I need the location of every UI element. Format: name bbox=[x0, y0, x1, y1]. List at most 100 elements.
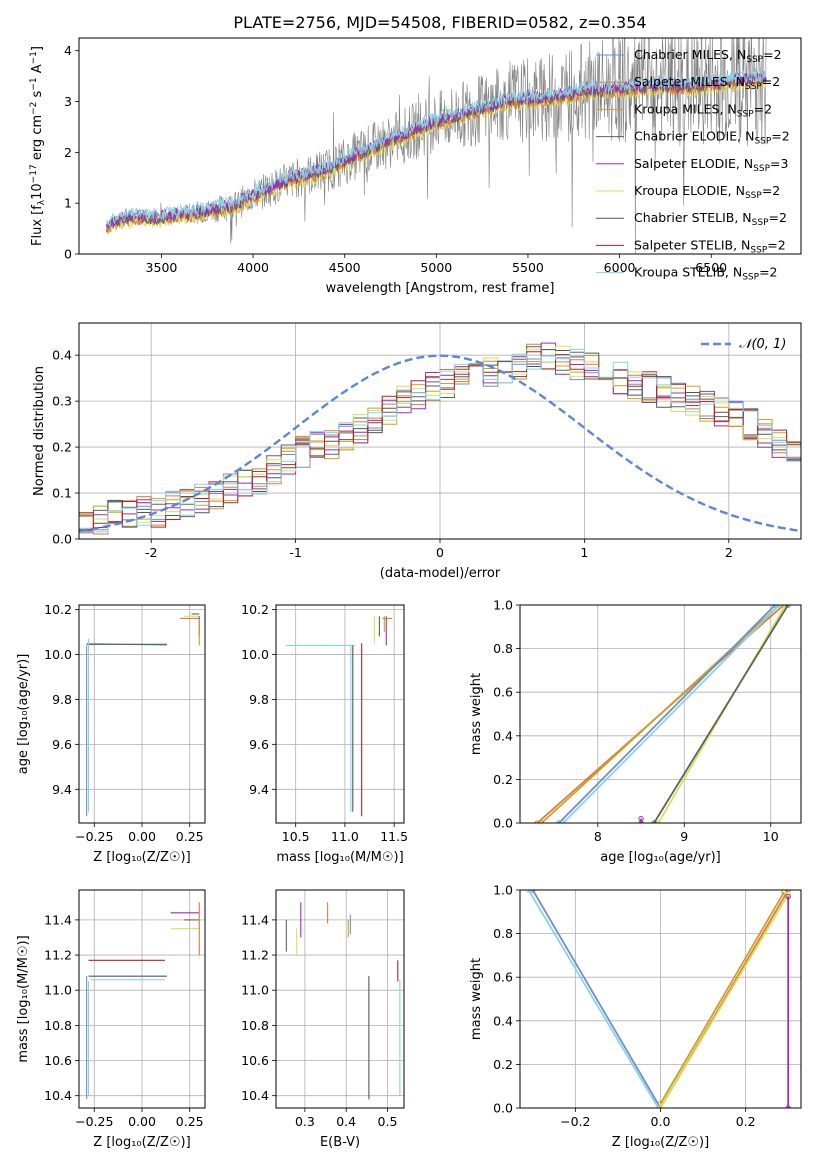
mass-age-ytick-label: 9.8 bbox=[249, 692, 269, 707]
residuals-xtick-label: 2 bbox=[725, 545, 733, 560]
residuals-ytick-label: 0.4 bbox=[52, 348, 72, 363]
plots-layer: 3500 4000 4500 5000 5500 6000 6500 0 1 2 3 4 wavelen… bbox=[16, 37, 802, 1150]
ssp-marker bbox=[785, 605, 791, 608]
ebv-mass-ytick-label: 11.2 bbox=[241, 948, 269, 963]
histogram-step bbox=[79, 351, 801, 539]
residuals-ytick-label: 0.0 bbox=[52, 532, 72, 547]
age-weight-ytick-label: 0.2 bbox=[493, 772, 513, 787]
age-weight-axes: 8 9 10 0.0 0.2 0.4 0.6 0.8 1.0 age [log₁₀(age/yr)… bbox=[469, 598, 802, 865]
legend-entry: Kroupa STELIB, NSSP=2 bbox=[634, 265, 778, 283]
ebv-mass-ytick-label: 10.6 bbox=[241, 1053, 269, 1068]
ebv-mass-ytick-label: 10.4 bbox=[241, 1088, 269, 1103]
z-weight-ytick-label: 0.8 bbox=[493, 926, 513, 941]
spectrum-xlabel: wavelength [Angstrom, rest frame] bbox=[326, 281, 555, 296]
z-weight-ytick-label: 0.2 bbox=[493, 1057, 513, 1072]
spectrum-plot-area bbox=[106, 38, 767, 254]
age-weight-ytick-label: 0.4 bbox=[493, 728, 513, 743]
z-age-ylabel: age [log₁₀(age/yr)] bbox=[16, 654, 31, 775]
histogram-step bbox=[79, 349, 801, 539]
age-weight-xtick-label: 10 bbox=[763, 829, 779, 844]
z-mass-ytick-label: 11.4 bbox=[44, 912, 72, 927]
histogram-step bbox=[79, 357, 801, 539]
mass-age-frame bbox=[275, 604, 405, 824]
ebv-mass-frame bbox=[275, 889, 405, 1109]
z-weight-plot-area bbox=[520, 890, 801, 1108]
z-mass-ytick-label: 11.2 bbox=[44, 948, 72, 963]
z-age-frame bbox=[78, 604, 206, 824]
spectrum-ytick-label: 0 bbox=[64, 247, 72, 262]
ssp-marker bbox=[781, 890, 787, 895]
z-weight-ytick-label: 0.0 bbox=[493, 1101, 513, 1116]
figure-title: PLATE=2756, MJD=54508, FIBERID=0582, z=0… bbox=[233, 13, 646, 32]
ebv-mass-plot-area bbox=[276, 890, 404, 1108]
spectrum-frame bbox=[78, 37, 802, 255]
age-weight-xtick-label: 9 bbox=[680, 829, 688, 844]
ssp-marker bbox=[655, 1105, 662, 1108]
residuals-ytick-label: 0.2 bbox=[52, 440, 72, 455]
ssp-marker bbox=[638, 815, 644, 822]
mass-age-plot-area bbox=[276, 605, 404, 823]
ssp-marker bbox=[785, 1105, 791, 1108]
residuals-xtick-label: 0 bbox=[436, 545, 444, 560]
ssp-marker bbox=[782, 605, 789, 608]
age-weight-ytick-label: 0.8 bbox=[493, 641, 513, 656]
legend-entry: Chabrier MILES, NSSP=2 bbox=[634, 47, 782, 65]
z-weight-ytick-label: 0.6 bbox=[493, 970, 513, 985]
ssp-segment bbox=[531, 890, 662, 1108]
z-mass-xtick-label: −0.25 bbox=[75, 1114, 113, 1129]
z-age-xtick-label: 0.25 bbox=[176, 829, 204, 844]
z-mass-ytick-label: 10.6 bbox=[44, 1053, 72, 1068]
ebv-mass-xtick-label: 0.3 bbox=[295, 1114, 315, 1129]
z-mass-xtick-label: 0.00 bbox=[128, 1114, 156, 1129]
spectrum-xtick-label: 4000 bbox=[237, 260, 269, 275]
ssp-segment bbox=[659, 893, 789, 1108]
z-mass-ytick-label: 10.4 bbox=[44, 1088, 72, 1103]
ebv-mass-ytick-label: 11.0 bbox=[241, 983, 269, 998]
z-age-xtick-label: −0.25 bbox=[75, 829, 113, 844]
legend-entry: Chabrier STELIB, NSSP=2 bbox=[634, 210, 787, 228]
ssp-marker bbox=[525, 890, 532, 893]
mass-age-axes: 10.5 11.0 11.5 9.4 9.6 9.8 10.0 10.2 mass [log₁₀… bbox=[241, 602, 408, 865]
z-mass-frame bbox=[78, 889, 206, 1109]
residuals-ytick-label: 0.3 bbox=[52, 394, 72, 409]
ssp-marker bbox=[530, 890, 536, 893]
mass-age-ytick-label: 9.6 bbox=[249, 737, 269, 752]
z-age-ytick-label: 10.0 bbox=[44, 647, 72, 662]
age-weight-ytick-label: 0.0 bbox=[493, 816, 513, 831]
z-age-plot-area bbox=[79, 605, 205, 823]
spectrum-model-line bbox=[106, 68, 767, 228]
spectrum-xtick-label: 6000 bbox=[604, 260, 636, 275]
mass-age-xtick-label: 10.5 bbox=[282, 829, 310, 844]
ebv-mass-xtick-label: 0.4 bbox=[336, 1114, 356, 1129]
ssp-segment bbox=[653, 605, 789, 823]
ebv-mass-xlabel: E(B-V) bbox=[320, 1135, 360, 1150]
z-weight-xtick-label: 0.2 bbox=[736, 1114, 756, 1129]
residuals-plot-area bbox=[79, 323, 801, 539]
z-weight-xtick-label: −0.2 bbox=[560, 1114, 590, 1129]
legend-entry: Salpeter MILES, NSSP=2 bbox=[634, 74, 780, 92]
age-weight-xtick-label: 8 bbox=[594, 829, 602, 844]
ssp-segment bbox=[562, 605, 781, 823]
z-age-axes: −0.25 0.00 0.25 9.4 9.6 9.8 10.0 10.2 Z [log₁₀(Z… bbox=[16, 602, 206, 865]
z-mass-axes: −0.25 0.00 0.25 10.4 10.6 10.8 11.0 11.2 11.4 Z [… bbox=[16, 889, 206, 1150]
legend-entry: Salpeter STELIB, NSSP=2 bbox=[634, 237, 786, 255]
mass-age-xtick-label: 11.0 bbox=[331, 829, 359, 844]
z-mass-plot-area bbox=[79, 890, 205, 1108]
z-mass-xtick-label: 0.25 bbox=[176, 1114, 204, 1129]
ssp-segment bbox=[659, 891, 785, 1105]
ssp-marker bbox=[776, 605, 783, 608]
residuals-ylabel: Normed distribution bbox=[32, 366, 47, 496]
spectrum-axes: 3500 4000 4500 5000 5500 6000 6500 0 1 2 3 4 wavelen… bbox=[29, 37, 802, 296]
spectrum-xtick-label: 5000 bbox=[420, 260, 452, 275]
z-age-ytick-label: 10.2 bbox=[44, 602, 72, 617]
spectrum-ytick-label: 2 bbox=[64, 145, 72, 160]
legend-entry: Kroupa MILES, NSSP=2 bbox=[634, 101, 772, 119]
legend-entry: Chabrier ELODIE, NSSP=2 bbox=[634, 129, 790, 147]
histogram-step bbox=[79, 348, 801, 539]
age-weight-ytick-label: 1.0 bbox=[493, 598, 513, 613]
residuals-xlabel: (data-model)/error bbox=[380, 566, 501, 581]
ebv-mass-ytick-label: 11.4 bbox=[241, 912, 269, 927]
age-weight-xlabel: age [log₁₀(age/yr)] bbox=[600, 850, 721, 865]
ssp-marker bbox=[657, 1105, 664, 1108]
